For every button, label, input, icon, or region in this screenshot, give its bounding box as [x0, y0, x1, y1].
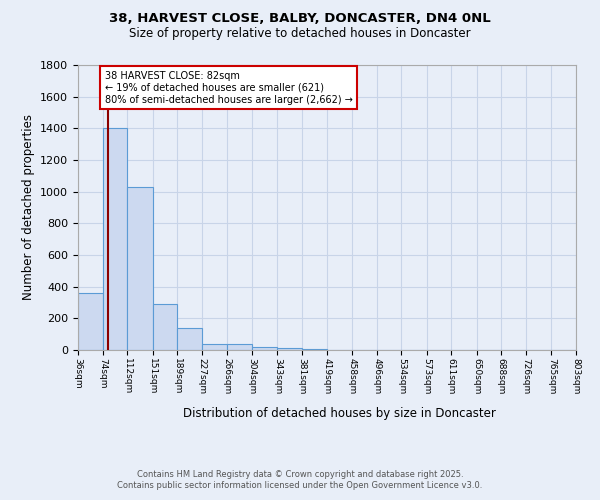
Bar	[127, 187, 152, 350]
Bar	[227, 344, 252, 350]
Text: Contains HM Land Registry data © Crown copyright and database right 2025.: Contains HM Land Registry data © Crown c…	[137, 470, 463, 479]
Bar	[202, 344, 227, 350]
Text: Contains public sector information licensed under the Open Government Licence v3: Contains public sector information licen…	[118, 481, 482, 490]
Bar	[302, 349, 326, 350]
Bar	[178, 328, 202, 350]
Text: Distribution of detached houses by size in Doncaster: Distribution of detached houses by size …	[182, 408, 496, 420]
Text: 38 HARVEST CLOSE: 82sqm
← 19% of detached houses are smaller (621)
80% of semi-d: 38 HARVEST CLOSE: 82sqm ← 19% of detache…	[104, 72, 352, 104]
Bar	[103, 128, 127, 350]
Text: 38, HARVEST CLOSE, BALBY, DONCASTER, DN4 0NL: 38, HARVEST CLOSE, BALBY, DONCASTER, DN4…	[109, 12, 491, 26]
Bar	[252, 347, 277, 350]
Bar	[78, 293, 103, 350]
Bar	[277, 348, 302, 350]
Text: Size of property relative to detached houses in Doncaster: Size of property relative to detached ho…	[129, 28, 471, 40]
Y-axis label: Number of detached properties: Number of detached properties	[22, 114, 35, 300]
Bar	[152, 304, 178, 350]
